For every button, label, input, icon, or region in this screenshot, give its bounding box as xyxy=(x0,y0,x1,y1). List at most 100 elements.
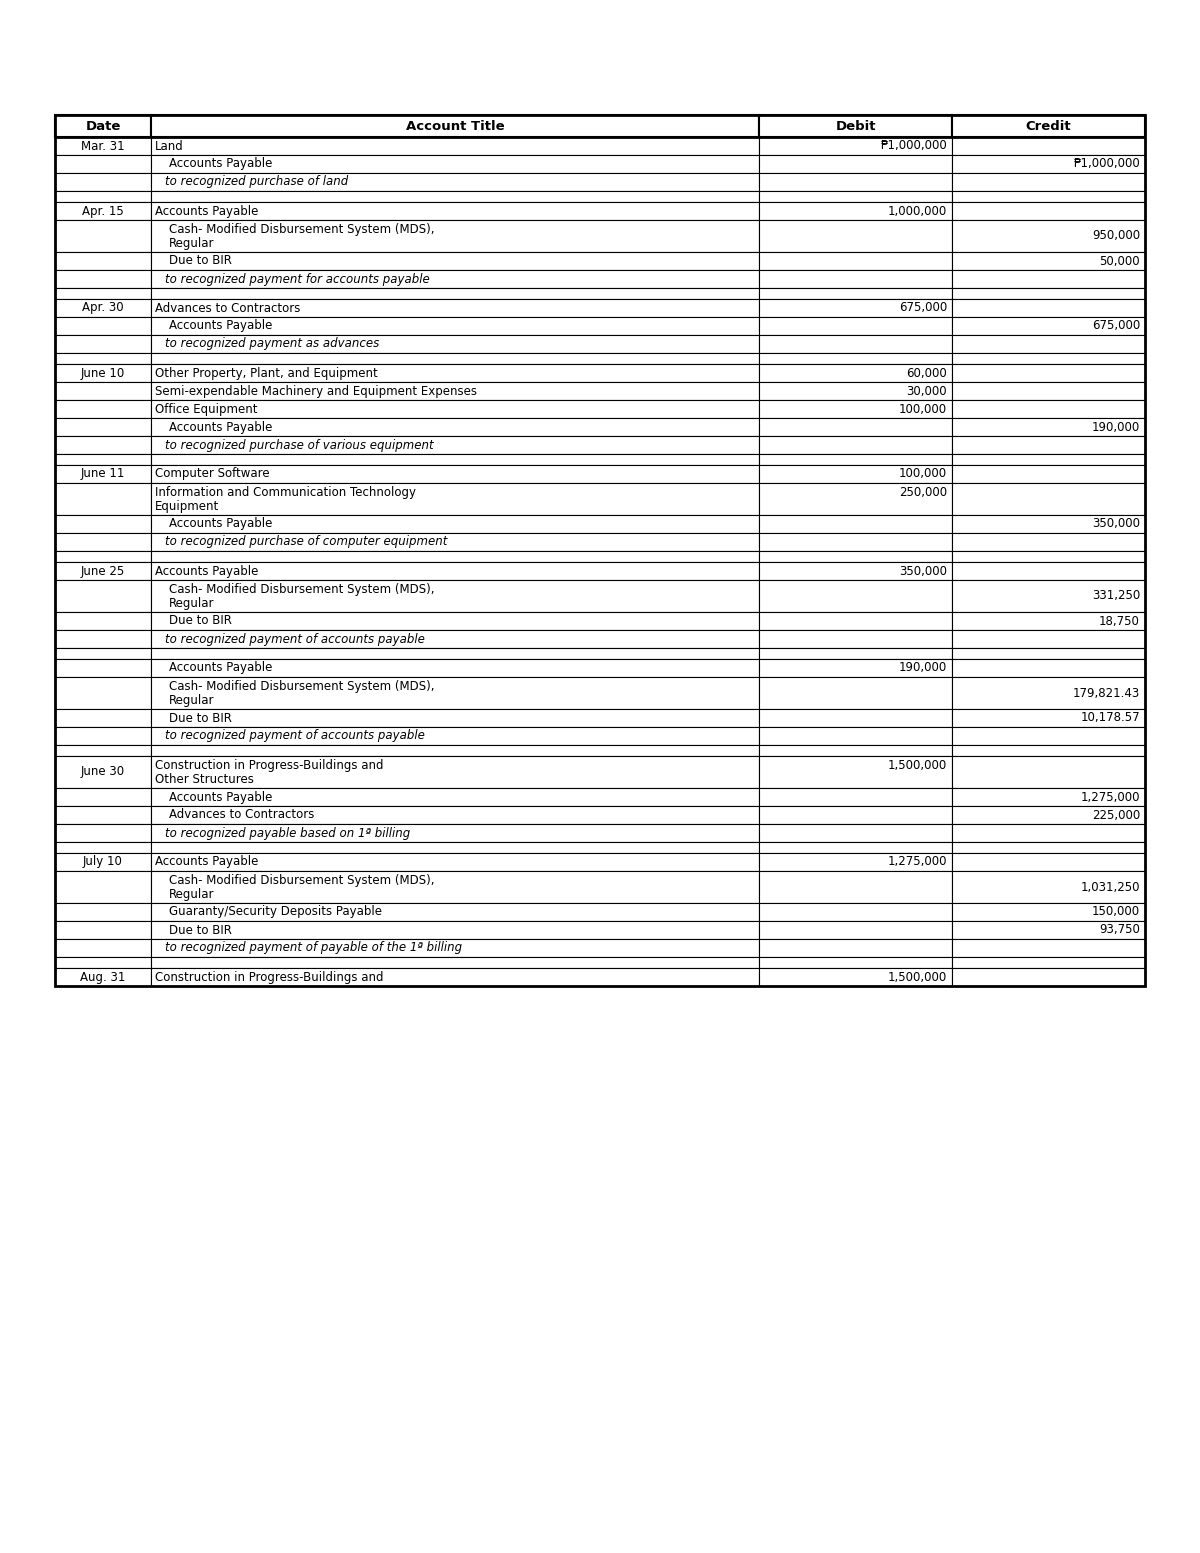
Bar xyxy=(55,464,151,483)
Bar xyxy=(952,252,1145,270)
Text: Construction in Progress-Buildings and: Construction in Progress-Buildings and xyxy=(155,759,384,772)
Text: 1,000,000: 1,000,000 xyxy=(888,205,947,217)
Bar xyxy=(760,631,952,648)
Bar xyxy=(55,579,151,612)
Bar xyxy=(760,115,952,137)
Text: to recognized payment of accounts payable: to recognized payment of accounts payabl… xyxy=(164,730,425,742)
Bar xyxy=(55,436,151,453)
Bar xyxy=(55,562,151,579)
Text: Accounts Payable: Accounts Payable xyxy=(169,421,272,433)
Bar xyxy=(952,483,1145,516)
Bar xyxy=(760,464,952,483)
Bar xyxy=(952,787,1145,806)
Bar xyxy=(151,727,760,745)
Text: Semi-expendable Machinery and Equipment Expenses: Semi-expendable Machinery and Equipment … xyxy=(155,385,476,398)
Bar xyxy=(760,436,952,453)
Bar xyxy=(760,842,952,853)
Bar xyxy=(760,137,952,155)
Bar xyxy=(952,968,1145,986)
Text: Accounts Payable: Accounts Payable xyxy=(169,517,272,531)
Bar xyxy=(760,921,952,940)
Bar xyxy=(55,825,151,842)
Text: 93,750: 93,750 xyxy=(1099,924,1140,936)
Bar xyxy=(760,871,952,902)
Bar xyxy=(55,756,151,787)
Text: June 11: June 11 xyxy=(80,467,125,480)
Bar xyxy=(55,968,151,986)
Text: Accounts Payable: Accounts Payable xyxy=(155,205,258,217)
Bar xyxy=(151,551,760,562)
Text: 179,821.43: 179,821.43 xyxy=(1073,686,1140,699)
Text: June 30: June 30 xyxy=(80,766,125,778)
Text: 30,000: 30,000 xyxy=(906,385,947,398)
Bar xyxy=(55,363,151,382)
Text: ₱1,000,000: ₱1,000,000 xyxy=(1073,157,1140,171)
Bar xyxy=(760,155,952,172)
Bar xyxy=(952,453,1145,464)
Text: Apr. 15: Apr. 15 xyxy=(82,205,124,217)
Bar xyxy=(151,677,760,710)
Bar xyxy=(952,871,1145,902)
Bar xyxy=(760,727,952,745)
Bar xyxy=(55,221,151,252)
Text: Accounts Payable: Accounts Payable xyxy=(169,662,272,674)
Bar xyxy=(55,353,151,363)
Text: Due to BIR: Due to BIR xyxy=(169,924,232,936)
Text: Advances to Contractors: Advances to Contractors xyxy=(169,809,314,822)
Bar xyxy=(760,710,952,727)
Text: Credit: Credit xyxy=(1026,120,1072,132)
Bar xyxy=(952,756,1145,787)
Bar xyxy=(952,418,1145,436)
Bar xyxy=(952,902,1145,921)
Bar xyxy=(760,363,952,382)
Bar xyxy=(151,516,760,533)
Bar xyxy=(55,677,151,710)
Bar xyxy=(952,317,1145,335)
Bar xyxy=(952,464,1145,483)
Bar xyxy=(952,551,1145,562)
Bar xyxy=(952,401,1145,418)
Text: Accounts Payable: Accounts Payable xyxy=(169,790,272,803)
Bar xyxy=(760,287,952,300)
Bar xyxy=(55,287,151,300)
Bar xyxy=(952,115,1145,137)
Bar xyxy=(55,191,151,202)
Text: 18,750: 18,750 xyxy=(1099,615,1140,627)
Bar xyxy=(55,202,151,221)
Bar xyxy=(55,172,151,191)
Text: Construction in Progress-Buildings and: Construction in Progress-Buildings and xyxy=(155,971,384,983)
Text: 100,000: 100,000 xyxy=(899,402,947,416)
Bar xyxy=(760,745,952,756)
Bar xyxy=(151,202,760,221)
Bar xyxy=(952,631,1145,648)
Text: Cash- Modified Disbursement System (MDS),: Cash- Modified Disbursement System (MDS)… xyxy=(169,224,434,236)
Bar xyxy=(55,551,151,562)
Bar xyxy=(952,710,1145,727)
Text: 60,000: 60,000 xyxy=(906,367,947,379)
Bar xyxy=(952,853,1145,871)
Text: June 10: June 10 xyxy=(80,367,125,379)
Bar xyxy=(952,806,1145,825)
Bar xyxy=(952,382,1145,401)
Bar xyxy=(151,579,760,612)
Text: 1,275,000: 1,275,000 xyxy=(888,856,947,868)
Bar xyxy=(151,453,760,464)
Bar xyxy=(151,631,760,648)
Bar xyxy=(151,842,760,853)
Bar xyxy=(151,418,760,436)
Bar xyxy=(760,418,952,436)
Text: Accounts Payable: Accounts Payable xyxy=(155,564,258,578)
Bar xyxy=(151,115,760,137)
Bar xyxy=(151,921,760,940)
Bar xyxy=(55,252,151,270)
Bar xyxy=(760,252,952,270)
Text: to recognized payable based on 1ª billing: to recognized payable based on 1ª billin… xyxy=(164,826,410,840)
Bar xyxy=(952,562,1145,579)
Bar xyxy=(55,155,151,172)
Bar xyxy=(55,401,151,418)
Text: 250,000: 250,000 xyxy=(899,486,947,499)
Bar xyxy=(55,787,151,806)
Bar xyxy=(151,335,760,353)
Text: Due to BIR: Due to BIR xyxy=(169,255,232,267)
Bar xyxy=(55,483,151,516)
